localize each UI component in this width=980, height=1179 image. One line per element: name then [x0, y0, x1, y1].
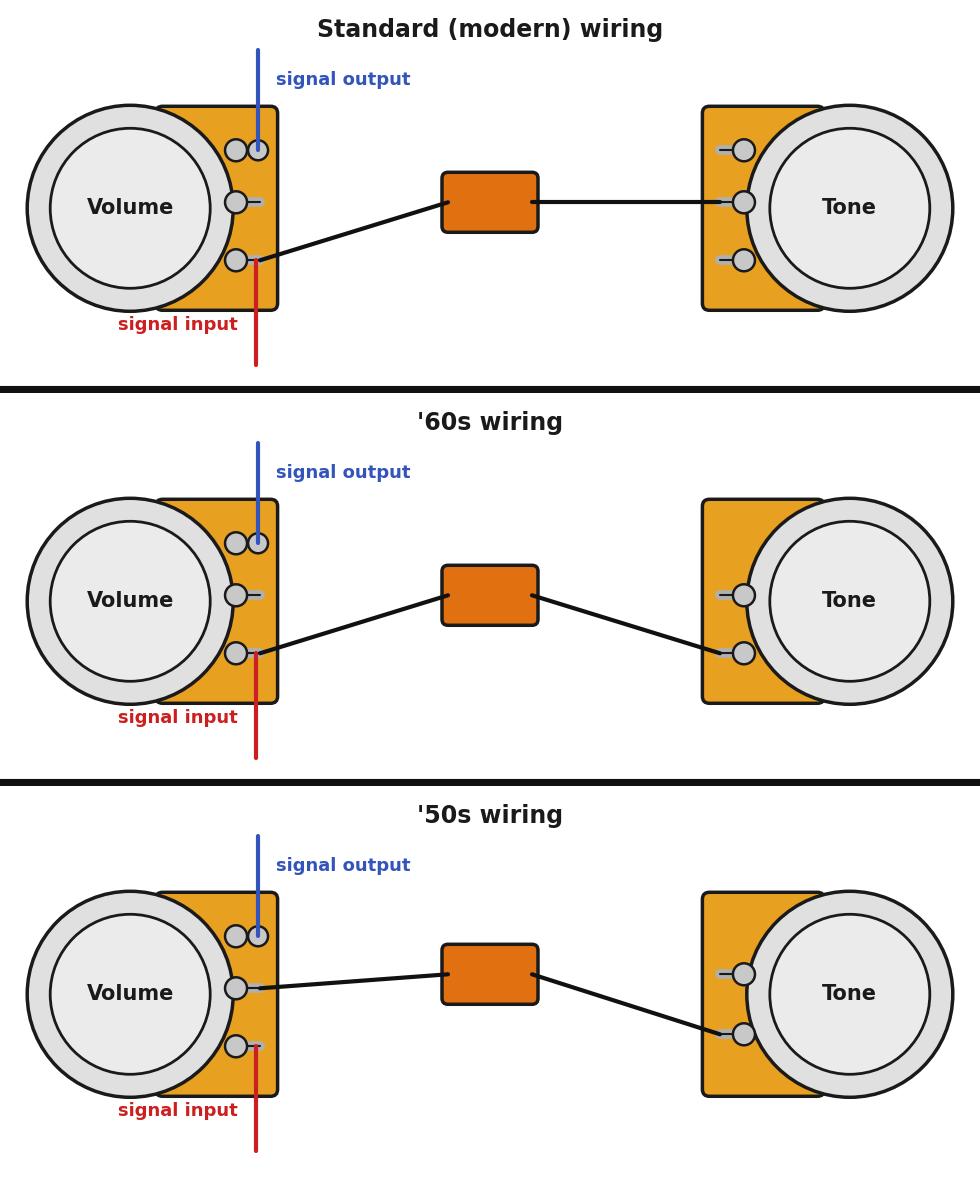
- FancyBboxPatch shape: [703, 893, 824, 1096]
- Circle shape: [225, 643, 247, 664]
- Circle shape: [248, 927, 269, 947]
- Circle shape: [733, 249, 755, 271]
- Circle shape: [733, 643, 755, 664]
- Circle shape: [770, 914, 930, 1074]
- FancyBboxPatch shape: [442, 172, 538, 232]
- Circle shape: [733, 139, 755, 162]
- FancyBboxPatch shape: [703, 499, 824, 704]
- Circle shape: [225, 585, 247, 606]
- Circle shape: [225, 977, 247, 1000]
- Text: Tone: Tone: [822, 592, 877, 611]
- Circle shape: [733, 191, 755, 213]
- FancyBboxPatch shape: [156, 499, 277, 704]
- FancyBboxPatch shape: [156, 106, 277, 310]
- Circle shape: [27, 499, 233, 704]
- Circle shape: [225, 532, 247, 554]
- Circle shape: [225, 139, 247, 162]
- Circle shape: [225, 1035, 247, 1058]
- Text: Standard (modern) wiring: Standard (modern) wiring: [317, 18, 663, 42]
- Text: signal output: signal output: [276, 857, 411, 875]
- Circle shape: [248, 140, 269, 160]
- Text: Tone: Tone: [822, 198, 877, 218]
- Circle shape: [733, 1023, 755, 1046]
- Text: Volume: Volume: [86, 592, 173, 611]
- Text: Volume: Volume: [86, 984, 173, 1005]
- Text: signal input: signal input: [119, 709, 238, 727]
- Circle shape: [225, 191, 247, 213]
- Circle shape: [50, 914, 210, 1074]
- Circle shape: [747, 499, 953, 704]
- Circle shape: [27, 105, 233, 311]
- FancyBboxPatch shape: [442, 944, 538, 1005]
- Text: signal input: signal input: [119, 316, 238, 334]
- Circle shape: [27, 891, 233, 1098]
- Text: signal output: signal output: [276, 71, 411, 88]
- Circle shape: [770, 521, 930, 681]
- Text: Volume: Volume: [86, 198, 173, 218]
- FancyBboxPatch shape: [703, 106, 824, 310]
- Circle shape: [248, 533, 269, 553]
- Text: Tone: Tone: [822, 984, 877, 1005]
- Circle shape: [733, 585, 755, 606]
- Circle shape: [50, 129, 210, 289]
- FancyBboxPatch shape: [156, 893, 277, 1096]
- Circle shape: [733, 963, 755, 986]
- Circle shape: [747, 891, 953, 1098]
- Circle shape: [225, 926, 247, 947]
- Circle shape: [225, 249, 247, 271]
- Circle shape: [747, 105, 953, 311]
- Circle shape: [50, 521, 210, 681]
- Text: signal output: signal output: [276, 465, 411, 482]
- Circle shape: [770, 129, 930, 289]
- Text: '60s wiring: '60s wiring: [416, 411, 564, 435]
- Text: '50s wiring: '50s wiring: [416, 804, 564, 828]
- Text: signal input: signal input: [119, 1102, 238, 1120]
- FancyBboxPatch shape: [442, 565, 538, 625]
